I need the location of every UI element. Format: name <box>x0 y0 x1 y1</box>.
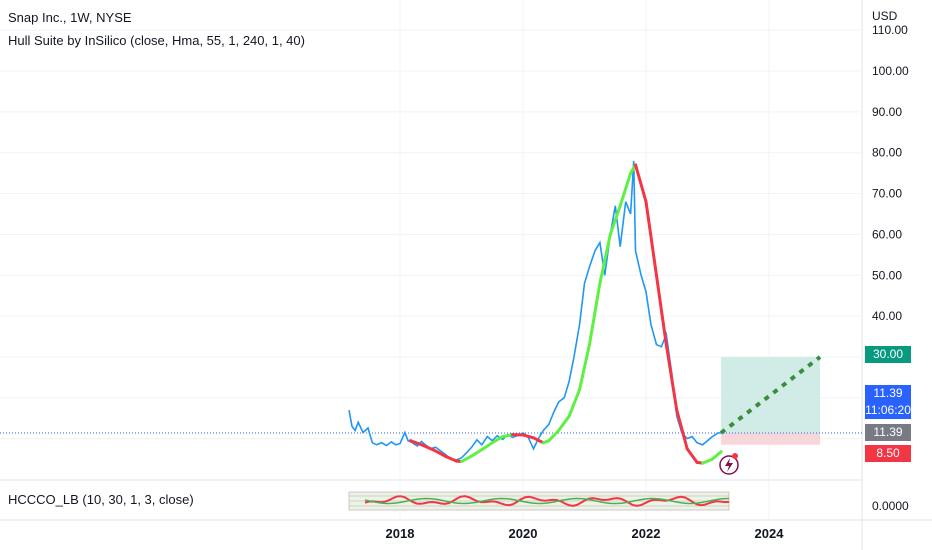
y-tick-label: 60.00 <box>872 227 902 241</box>
hull-segment <box>444 455 459 463</box>
hull-segment <box>664 343 679 412</box>
y-tick-label: 70.00 <box>872 187 902 201</box>
symbol-legend[interactable]: Snap Inc., 1W, NYSE <box>8 10 132 25</box>
hull-segment <box>408 439 424 447</box>
stop-zone <box>721 432 821 445</box>
hull-segment <box>547 428 561 443</box>
hull-segment <box>501 433 515 439</box>
hull-segment <box>460 454 474 464</box>
stop-price-tag: 8.50 <box>865 445 911 462</box>
hull-segment <box>598 232 612 285</box>
position-zones <box>0 356 862 445</box>
hull-segment <box>654 273 668 347</box>
current-price: 11.39 <box>873 386 903 400</box>
hull-segment <box>481 441 494 451</box>
hull-segment <box>618 171 633 208</box>
hull-segment <box>420 443 436 452</box>
hull-segment <box>685 447 699 464</box>
hull-segment <box>567 388 582 418</box>
y-tick-label: 90.00 <box>872 105 902 119</box>
x-tick-label: 2020 <box>509 526 538 541</box>
hull-segment <box>432 448 448 459</box>
current-price-tag: 11.39 11:06:20 <box>865 385 911 419</box>
hull-segment <box>701 457 714 465</box>
hull-segment <box>675 408 689 451</box>
bar-countdown: 11:06:20 <box>865 403 911 417</box>
oscillator-pane: 0.0000 <box>348 491 909 513</box>
x-tick-label: 2018 <box>386 526 415 541</box>
y-tick-label: 40.00 <box>872 309 902 323</box>
last-price-tag: 11.39 <box>865 424 911 441</box>
hull-indicator-legend[interactable]: Hull Suite by InSilico (close, Hma, 55, … <box>8 33 305 48</box>
hull-segment <box>608 204 622 236</box>
hull-segment <box>557 414 571 432</box>
oscillator-slow-line <box>364 497 730 505</box>
price-axis: 110.00 100.00 90.00 80.00 70.00 60.00 50.00 40.… <box>872 23 909 364</box>
hull-segment <box>634 163 648 204</box>
y-tick-label: 80.00 <box>872 146 902 160</box>
currency-label: USD <box>872 9 898 23</box>
y-tick-label: 100.00 <box>872 64 909 78</box>
hull-segment <box>521 433 535 440</box>
time-axis: 2018 2020 2022 2024 <box>386 526 785 541</box>
hull-segment <box>470 447 485 458</box>
x-tick-label: 2024 <box>755 526 785 541</box>
y-tick-label: 110.00 <box>872 23 908 37</box>
y-tick-label: 50.00 <box>872 268 902 282</box>
hull-segment <box>644 200 658 277</box>
hull-segment <box>587 281 602 347</box>
event-dot <box>732 453 738 459</box>
hull-segment <box>490 435 505 445</box>
target-zone <box>721 356 821 433</box>
price-line <box>348 160 722 461</box>
x-tick-label: 2022 <box>632 526 661 541</box>
hull-segment <box>710 450 723 461</box>
hull-segment <box>578 343 591 392</box>
price-series <box>348 160 822 475</box>
lightning-icon <box>725 458 733 472</box>
oscillator-tick-label: 0.0000 <box>872 499 909 513</box>
hull-segment <box>531 436 545 445</box>
oscillator-legend[interactable]: HCCCO_LB (10, 30, 1, 3, close) <box>8 492 194 507</box>
target-price-tag: 30.00 <box>865 346 911 363</box>
